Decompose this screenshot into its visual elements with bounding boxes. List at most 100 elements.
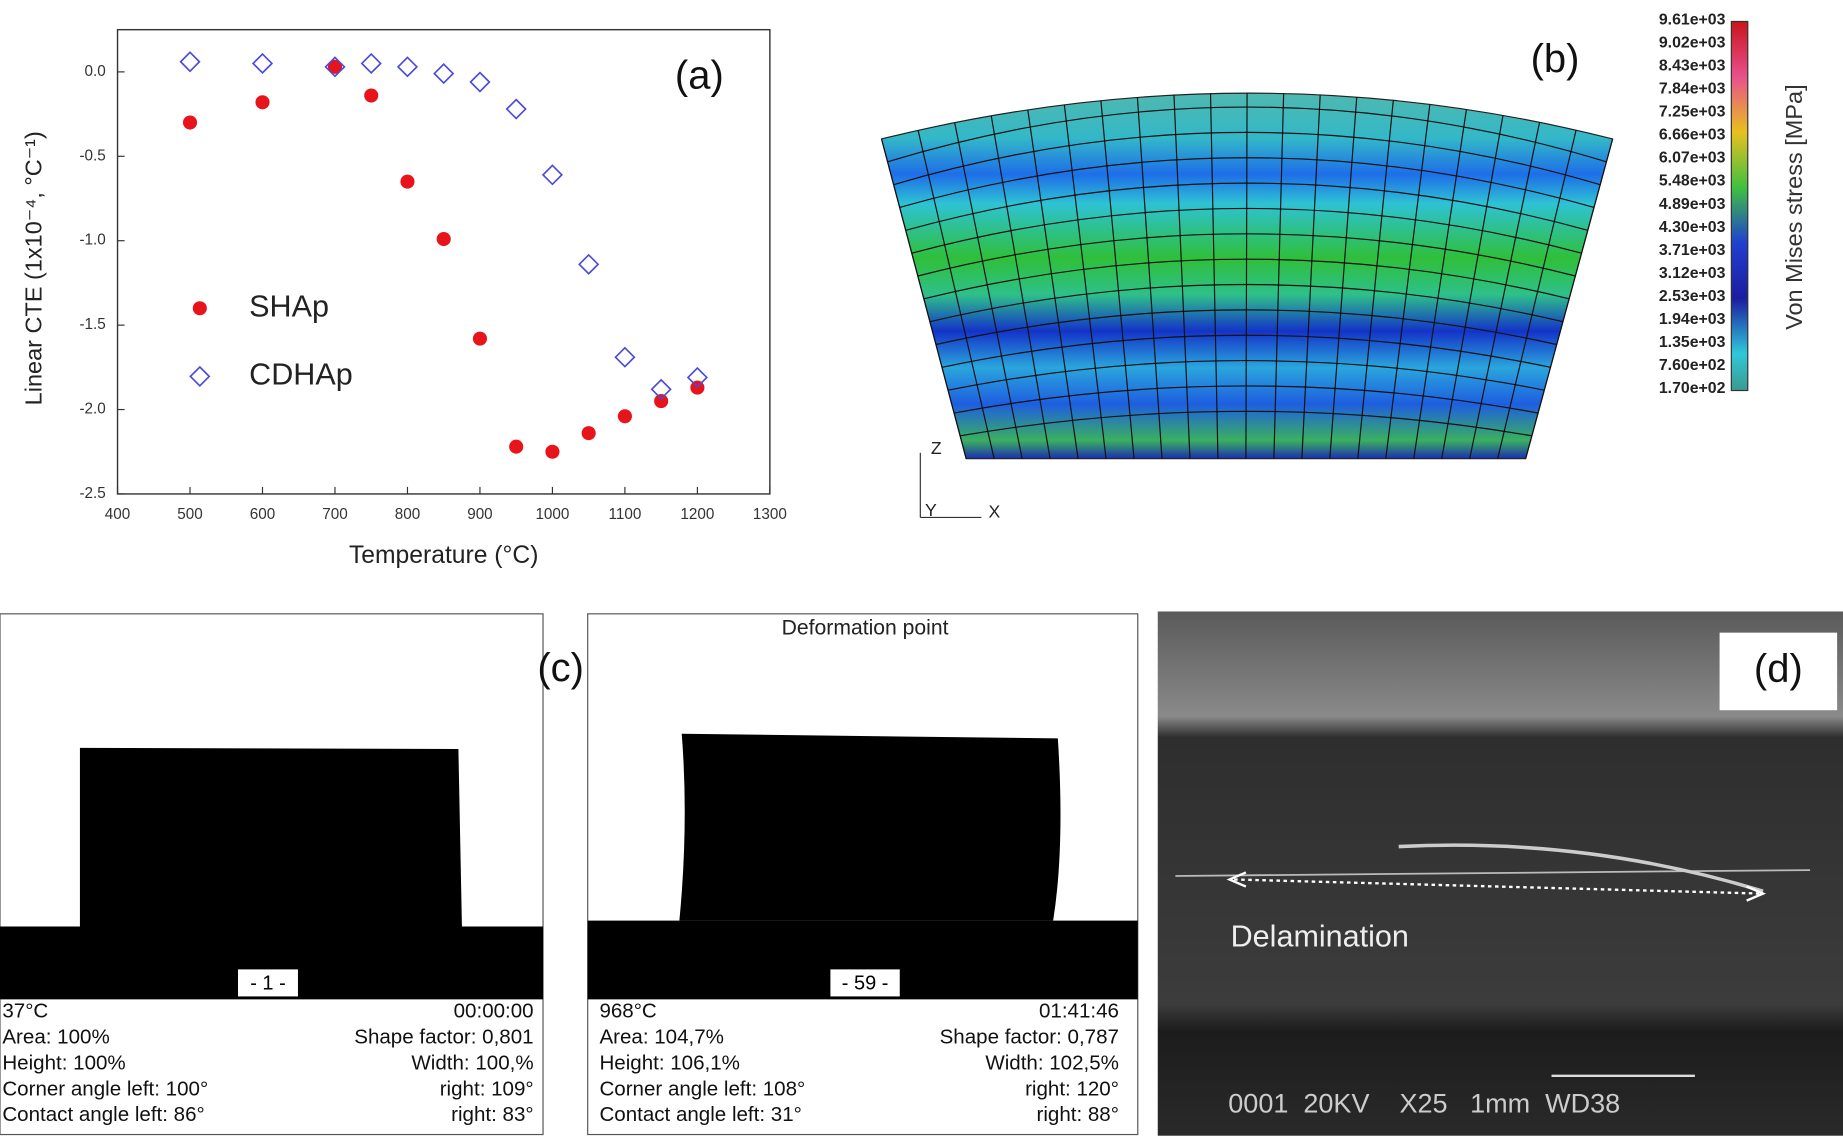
- x-tick-label: 600: [250, 506, 275, 523]
- mesh-line: [899, 157, 1595, 209]
- colorbar-label: 8.43e+03: [1659, 58, 1726, 75]
- counter-box: [236, 968, 300, 998]
- colorbar-label: 1.94e+03: [1659, 311, 1726, 328]
- point: [686, 366, 708, 389]
- mesh-line: [935, 309, 1557, 346]
- info-left: 968°C: [599, 1000, 656, 1023]
- x-tick-label: 900: [467, 506, 492, 523]
- point: [581, 426, 596, 441]
- info-left: Corner angle left: 108°: [599, 1077, 805, 1100]
- mesh-line: [893, 131, 1601, 186]
- plot-frame: [116, 28, 771, 495]
- colorbar-label: 1.70e+02: [1659, 380, 1726, 397]
- x-tick-label: 400: [105, 506, 130, 523]
- info-left: Height: 100%: [2, 1051, 125, 1074]
- frame-title: Deformation point: [782, 617, 949, 640]
- legend-label: SHAp: [249, 289, 329, 323]
- info-right: Width: 102,5%: [985, 1051, 1119, 1074]
- point: [327, 59, 343, 74]
- x-tick-label: 1300: [753, 506, 787, 523]
- point: [396, 56, 419, 78]
- info-right: Shape factor: 0,787: [940, 1026, 1119, 1049]
- mesh-line: [911, 207, 1582, 254]
- point: [617, 409, 632, 424]
- mesh-line: [1063, 104, 1107, 459]
- info-right: right: 109°: [440, 1077, 534, 1100]
- mesh-line: [1273, 93, 1285, 459]
- mesh-line: [1209, 93, 1219, 459]
- point: [324, 56, 346, 78]
- point: [182, 115, 198, 130]
- panel-label: (d): [1754, 647, 1803, 691]
- colorbar-label: 3.12e+03: [1659, 265, 1726, 282]
- y-tick-label: -1.5: [79, 316, 105, 333]
- point: [472, 331, 488, 346]
- colorbar: [1730, 20, 1749, 392]
- info-right: Width: 100,%: [411, 1051, 533, 1074]
- panel-b: (b) 9.61e+03 9.02e+03 8.43e+03 7.84e+03 7.25e…: [880, 11, 1807, 521]
- point: [614, 346, 636, 368]
- point: [364, 88, 379, 103]
- colorbar-label: 7.60e+02: [1659, 357, 1726, 374]
- legend-marker: [192, 301, 207, 316]
- mesh-line: [923, 258, 1570, 300]
- info-left: Contact angle left: 86°: [2, 1103, 204, 1126]
- counter: - 1 -: [250, 972, 286, 994]
- colorbar-label: 6.07e+03: [1659, 150, 1726, 167]
- mesh-line: [1469, 122, 1541, 459]
- colorbar-label: 9.61e+03: [1659, 11, 1726, 28]
- point: [255, 95, 270, 110]
- info-bar: 0001 20KV X25 1mm WD38: [1228, 1088, 1620, 1118]
- point: [650, 378, 672, 400]
- arrow: [1234, 878, 1761, 895]
- mesh-line: [1100, 100, 1135, 459]
- colorbar-label: 5.48e+03: [1659, 173, 1726, 190]
- mesh-line: [1027, 109, 1079, 459]
- colorbar-label: 3.71e+03: [1659, 242, 1726, 259]
- mesh-line: [941, 334, 1551, 368]
- point: [578, 253, 600, 275]
- mesh-line: [990, 115, 1051, 459]
- info-right: 00:00:00: [454, 1000, 534, 1023]
- info-right: right: 83°: [451, 1103, 533, 1126]
- mesh-line: [929, 283, 1564, 323]
- point: [179, 51, 201, 73]
- panel-a: 400 500 600 700 800 900 1000 1100 1200 1300 0.0 -0.…: [20, 51, 787, 569]
- mesh-line: [960, 410, 1532, 437]
- info-right: right: 88°: [1036, 1103, 1118, 1126]
- mesh-line: [917, 233, 1576, 277]
- info-left: Corner angle left: 100°: [2, 1077, 208, 1100]
- point: [251, 52, 274, 75]
- x-tick-label: 1100: [608, 506, 641, 523]
- mesh-line: [1357, 100, 1394, 459]
- panel-label: (b): [1531, 37, 1580, 81]
- colorbar-label: 9.02e+03: [1659, 34, 1726, 51]
- sample: [79, 747, 462, 927]
- legend-marker: [189, 365, 211, 387]
- arrow-head: [1226, 871, 1767, 902]
- info-left: Contact angle left: 31°: [599, 1103, 801, 1126]
- y-tick-label: -1.0: [79, 232, 105, 249]
- y-tick-label: 0.0: [85, 63, 106, 80]
- colorbar-label: 1.35e+03: [1659, 334, 1726, 351]
- mesh-line: [1173, 94, 1191, 459]
- mesh-line: [1413, 109, 1467, 459]
- panel-c: (c) - 1 - 37°C 00:00:00 Area: 100% Shape fact…: [0, 613, 1139, 1136]
- info-left: Area: 100%: [2, 1026, 109, 1049]
- panel-label: (a): [675, 53, 724, 97]
- info-left: Area: 104,7%: [599, 1026, 724, 1049]
- panel-d: (d) Delamination 0001 20KV X25 1mm WD38: [1157, 611, 1843, 1136]
- annotation: Delamination: [1231, 919, 1409, 953]
- mesh-line: [1385, 104, 1431, 459]
- info-left: Height: 106,1%: [599, 1051, 740, 1074]
- label-box: [1719, 632, 1838, 711]
- sample: [679, 733, 1061, 921]
- mesh-line: [1136, 97, 1163, 459]
- x-tick-label: 1000: [535, 506, 569, 523]
- counter: - 59 -: [842, 972, 889, 994]
- colorbar-label: 4.89e+03: [1659, 196, 1726, 213]
- x-tick-label: 1200: [680, 506, 714, 523]
- x-axis-label: Temperature (°C): [349, 542, 538, 569]
- colorbar-label: 7.84e+03: [1659, 81, 1726, 98]
